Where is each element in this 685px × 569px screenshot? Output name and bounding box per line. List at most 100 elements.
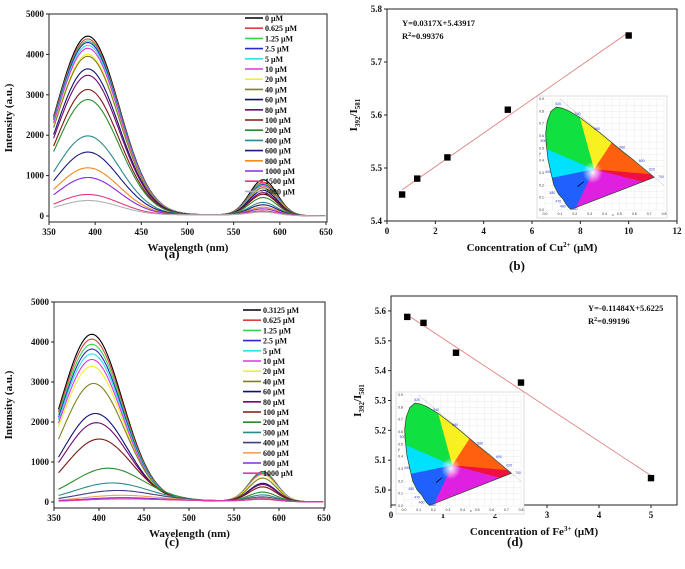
x-tick-label: 500 bbox=[182, 513, 196, 523]
cie-y-tick: 0.9 bbox=[539, 97, 544, 101]
legend-label: 200 μM bbox=[263, 418, 290, 427]
fit-equation: Y=0.0317X+5.43917 bbox=[402, 18, 476, 28]
x-tick-label: 1 bbox=[441, 510, 446, 520]
cie-diagonal bbox=[559, 98, 665, 186]
data-point bbox=[444, 154, 451, 161]
x-label-main: Concentration of Fe bbox=[470, 526, 564, 538]
cie-y-tick: 0.6 bbox=[398, 430, 403, 434]
legend-label: 5 μM bbox=[265, 55, 284, 64]
data-point bbox=[647, 474, 655, 482]
y-tick-label: 5.1 bbox=[375, 455, 387, 465]
cie-y-tick: 0.7 bbox=[539, 122, 544, 126]
x-tick-label: 450 bbox=[137, 513, 151, 523]
cie-x-tick: 0.0 bbox=[543, 212, 548, 216]
y-tick-label: 5.8 bbox=[371, 4, 383, 14]
legend-label: 800 μM bbox=[265, 157, 292, 166]
cie-y-tick: 0.1 bbox=[398, 492, 403, 496]
x-tick-label: 4 bbox=[597, 510, 602, 520]
cie-y-tick: 0.0 bbox=[398, 504, 403, 508]
cie-y-tick: 0.8 bbox=[539, 109, 544, 113]
x-tick-label: 550 bbox=[227, 513, 241, 523]
x-tick-label: 8 bbox=[578, 226, 583, 236]
legend-label: 1000 μM bbox=[265, 167, 296, 176]
cie-wavelength-label: 470 bbox=[414, 496, 420, 500]
x-tick-label: 2 bbox=[493, 510, 498, 520]
cie-marker bbox=[577, 181, 584, 187]
cie-wavelength-label: 480 bbox=[408, 487, 414, 491]
cie-white-point bbox=[438, 449, 467, 481]
y-label-main: I bbox=[348, 127, 360, 131]
data-point bbox=[398, 191, 406, 198]
fit-line bbox=[407, 314, 652, 477]
legend-label: 2.5 μM bbox=[263, 337, 288, 346]
x-tick-label: 10 bbox=[624, 226, 634, 236]
cie-wavelength-label: 500 bbox=[541, 139, 547, 143]
y-label-main: I bbox=[352, 413, 364, 417]
cie-y-tick: 0.7 bbox=[398, 418, 403, 422]
cie-x-tick: 0.8 bbox=[519, 508, 524, 512]
panel-label: (d) bbox=[507, 534, 523, 549]
legend-label: 400 μM bbox=[263, 439, 290, 448]
data-point bbox=[414, 175, 421, 182]
legend-label: 1000 μM bbox=[263, 469, 294, 478]
legend-label: 5 μM bbox=[263, 347, 282, 356]
cie-x-tick: 0.6 bbox=[489, 508, 494, 512]
cie-x-tick: 0.7 bbox=[647, 212, 652, 216]
legend-label: 40 μM bbox=[263, 377, 286, 386]
cie-y-label: y bbox=[398, 448, 400, 452]
x-tick-label: 5 bbox=[649, 510, 654, 520]
cie-inset: 0.0 0.1 0.2 0.3 0.4 0.5 0.6 0.7 0.8 0.0 0.1 0.2 0.3 0… bbox=[395, 391, 525, 515]
legend-label: 60 μM bbox=[265, 96, 288, 105]
legend-label: 0.625 μM bbox=[263, 316, 296, 325]
cie-y-tick: 0.6 bbox=[539, 134, 544, 138]
legend-label: 0.625 μM bbox=[265, 24, 298, 33]
cie-y-tick: 0.5 bbox=[398, 442, 403, 446]
cie-y-tick: 0.3 bbox=[539, 171, 544, 175]
r-squared: R2=0.99376 bbox=[402, 31, 444, 41]
x-tick-label: 350 bbox=[42, 227, 56, 237]
cie-wavelength-label: 460 bbox=[419, 501, 425, 505]
data-point bbox=[625, 32, 632, 39]
y-label-mid: /I bbox=[352, 395, 364, 403]
cie-wavelength-label: 500 bbox=[400, 435, 406, 439]
cie-x-tick: 0.0 bbox=[402, 508, 407, 512]
cie-y-tick: 0.9 bbox=[398, 393, 403, 397]
r2-sup: 2 bbox=[408, 32, 411, 38]
cie-wavelength-label: 580 bbox=[619, 145, 625, 149]
y-tick-label: 5.4 bbox=[371, 216, 383, 226]
x-label-tail: (μM) bbox=[571, 526, 598, 538]
y-tick-label: 3000 bbox=[26, 90, 45, 100]
y-axis-label: I392/I581 bbox=[348, 98, 362, 131]
y-axis-label: I392/I581 bbox=[352, 384, 366, 417]
y-tick-label: 5.5 bbox=[375, 336, 387, 346]
cie-wavelength-label: 480 bbox=[549, 191, 555, 195]
cie-x-tick: 0.3 bbox=[587, 212, 592, 216]
cie-y-tick: 0.2 bbox=[398, 479, 403, 483]
y-axis-label: Intensity (a.u.) bbox=[3, 83, 15, 152]
legend-label: 400 μM bbox=[265, 136, 292, 145]
y-tick-label: 0 bbox=[45, 497, 50, 507]
cie-marker bbox=[435, 477, 443, 483]
legend-label: 80 μM bbox=[263, 398, 286, 407]
y-tick-label: 4000 bbox=[31, 337, 50, 347]
data-point bbox=[420, 319, 427, 327]
cie-wavelength-label: 600 bbox=[639, 159, 645, 163]
cie-wavelength-label: 470 bbox=[555, 200, 561, 204]
legend-label: 0 μM bbox=[265, 14, 284, 23]
x-label-tail: (μM) bbox=[571, 242, 598, 254]
panel-b-ratio-cu: 0 2 4 6 8 10 12 5.4 5.5 5.6 5.7 5.8 Concentration of… bbox=[348, 4, 682, 254]
cie-white-point bbox=[579, 153, 609, 185]
cie-y-tick: 0.4 bbox=[539, 159, 544, 163]
x-label-main: Concentration of Cu bbox=[467, 242, 564, 254]
x-tick-label: 600 bbox=[272, 513, 286, 523]
x-axis-label: Concentration of Fe3+ (μM) bbox=[470, 525, 599, 538]
legend-label: 40 μM bbox=[265, 85, 288, 94]
r2-prefix: R bbox=[588, 316, 595, 326]
cie-x-tick: 0.6 bbox=[632, 212, 637, 216]
cie-x-label: x bbox=[612, 213, 614, 217]
y-tick-label: 2000 bbox=[31, 417, 50, 427]
y-tick-label: 5000 bbox=[31, 297, 50, 307]
cie-x-tick: 0.5 bbox=[617, 212, 622, 216]
cie-y-tick: 0.2 bbox=[539, 183, 544, 187]
